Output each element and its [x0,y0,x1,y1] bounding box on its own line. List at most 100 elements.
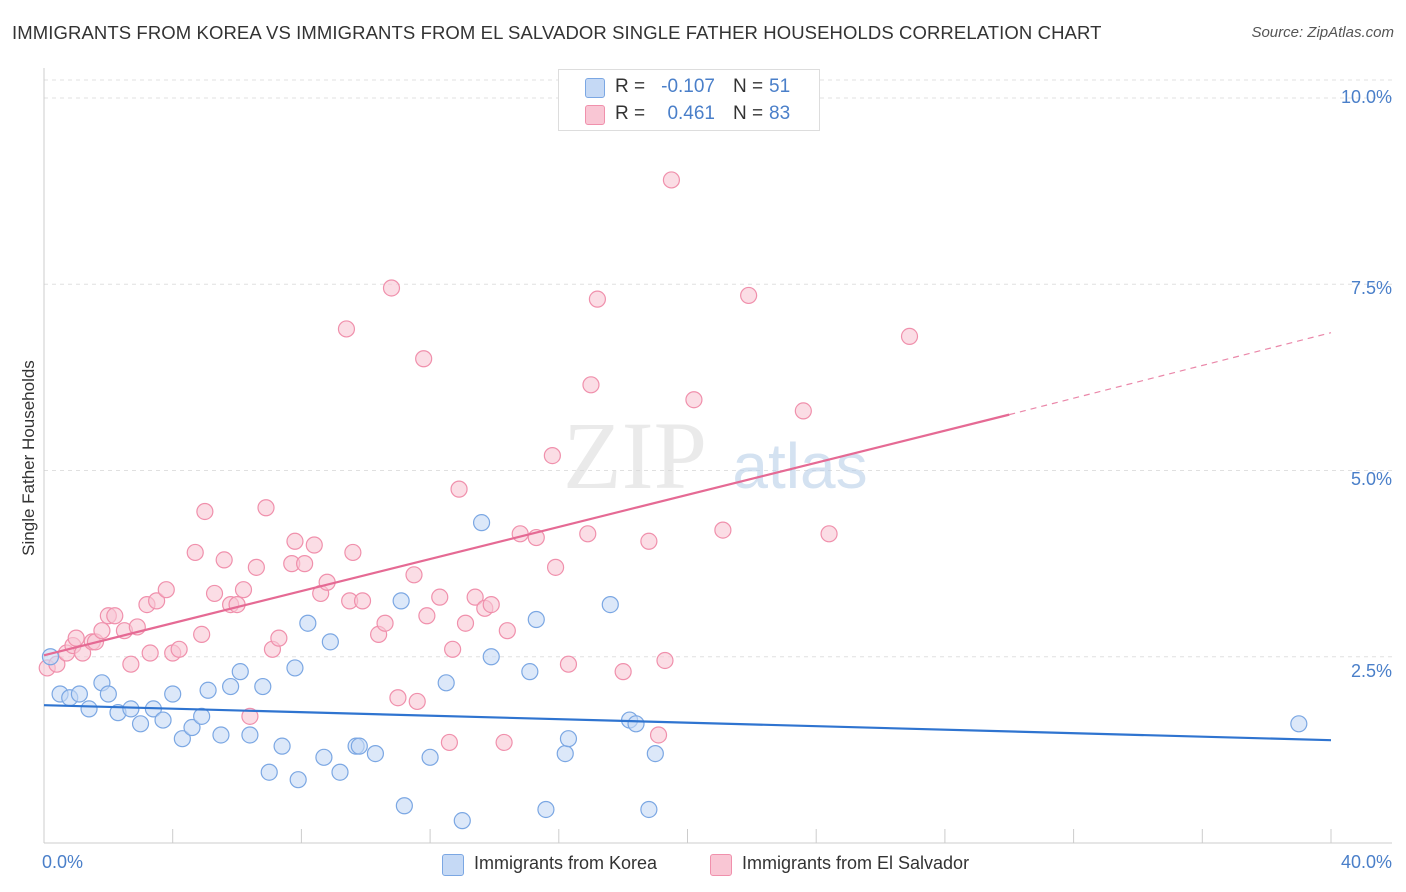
elsalvador-point [344,543,362,562]
chart-title: IMMIGRANTS FROM KOREA VS IMMIGRANTS FROM… [12,22,1102,43]
elsalvador-point [215,551,233,569]
elsalvador-point [588,290,607,308]
elsalvador-point [415,350,433,368]
elsalvador-trend-extension [1009,332,1332,416]
korea-point [183,718,201,737]
legend-n-label: N = [733,103,764,124]
elsalvador-point [511,525,529,543]
korea-point [222,677,240,696]
elsalvador-point [582,376,600,394]
elsalvador-point [257,499,275,517]
korea-point [556,744,574,763]
korea-point [366,744,385,763]
korea-point [273,737,291,755]
y-axis-label: Single Father Households [19,360,38,556]
korea-point [299,614,317,632]
elsalvador-point [141,644,159,662]
korea-point [437,674,455,692]
elsalvador-point [170,640,188,658]
korea-legend-label: Immigrants from Korea [474,853,658,873]
elsalvador-point [305,536,323,554]
x-tick-max: 40.0% [1340,852,1392,872]
korea-point [154,711,172,729]
elsalvador-point [714,521,732,539]
y-tick-5-0: 5.0% [1350,469,1392,489]
elsalvador-point [234,581,253,599]
elsalvador-point [440,733,459,752]
korea-point [331,763,349,781]
elsalvador-point [157,581,175,599]
elsalvador-point [389,689,407,707]
y-tick-7-5: 7.5% [1350,278,1392,298]
elsalvador-point [740,286,758,305]
elsalvador-point [106,607,124,625]
elsalvador-point [405,566,423,584]
elsalvador-point [498,622,516,640]
elsalvador-point [296,555,314,573]
elsalvador-point [337,320,356,338]
elsalvador-point [241,707,259,725]
legend-n-value-elsalvador: 83 [769,103,791,124]
korea-point [453,812,471,830]
korea-point [350,737,368,755]
elsalvador-point [93,622,111,640]
trend-lines [43,332,1332,742]
elsalvador-point [376,614,394,632]
elsalvador-point [247,558,265,576]
elsalvador-swatch [585,105,605,125]
korea-point [421,748,439,766]
legend-r-label: R = [615,103,646,124]
korea-point [289,771,307,789]
elsalvador-point [228,595,246,614]
korea-point [260,763,278,781]
legend-r-label: R = [615,76,646,97]
elsalvador-legend-swatch [710,854,732,876]
legend-r-value-korea: -0.107 [661,76,715,97]
korea-point [1290,715,1308,733]
korea-point [559,730,578,748]
elsalvador-point [205,584,224,603]
elsalvador-point [67,629,85,647]
korea-point [70,685,88,703]
korea-point [131,715,150,733]
elsalvador-point [559,655,578,673]
elsalvador-point [286,532,304,550]
legend-n-label: N = [733,76,764,97]
series-korea-points [41,514,1308,830]
legend-n-value-korea: 51 [769,76,791,97]
x-tick-min: 0.0% [42,852,84,872]
elsalvador-point [148,592,166,610]
elsalvador-point [579,525,597,543]
legend-row-korea: R = -0.107 N = 51 [559,74,819,100]
elsalvador-point [186,543,204,562]
elsalvador-point [685,391,703,409]
korea-point [254,677,272,696]
elsalvador-point [640,532,658,550]
elsalvador-point [122,655,140,673]
korea-point [521,663,539,681]
korea-point [212,726,230,744]
elsalvador-point [418,607,436,625]
korea-point [99,685,117,703]
y-tick-2-5: 2.5% [1350,661,1392,681]
elsalvador-point [482,595,500,614]
source-credit: Source: ZipAtlas.com [1251,24,1394,41]
korea-point [286,659,304,677]
korea-point [395,797,413,815]
korea-point [164,685,182,703]
elsalvador-point [794,402,812,420]
korea-point [80,700,98,718]
korea-trend-line [43,704,1332,742]
elsalvador-legend-label: Immigrants from El Salvador [742,853,970,873]
elsalvador-point [820,525,838,543]
elsalvador-point [649,726,668,744]
elsalvador-point [382,279,401,297]
korea-point [640,800,658,819]
elsalvador-point [196,502,214,521]
elsalvador-point [408,692,426,711]
korea-point [122,700,140,718]
korea-point [482,648,500,666]
elsalvador-point [900,327,919,345]
elsalvador-point [656,651,674,670]
